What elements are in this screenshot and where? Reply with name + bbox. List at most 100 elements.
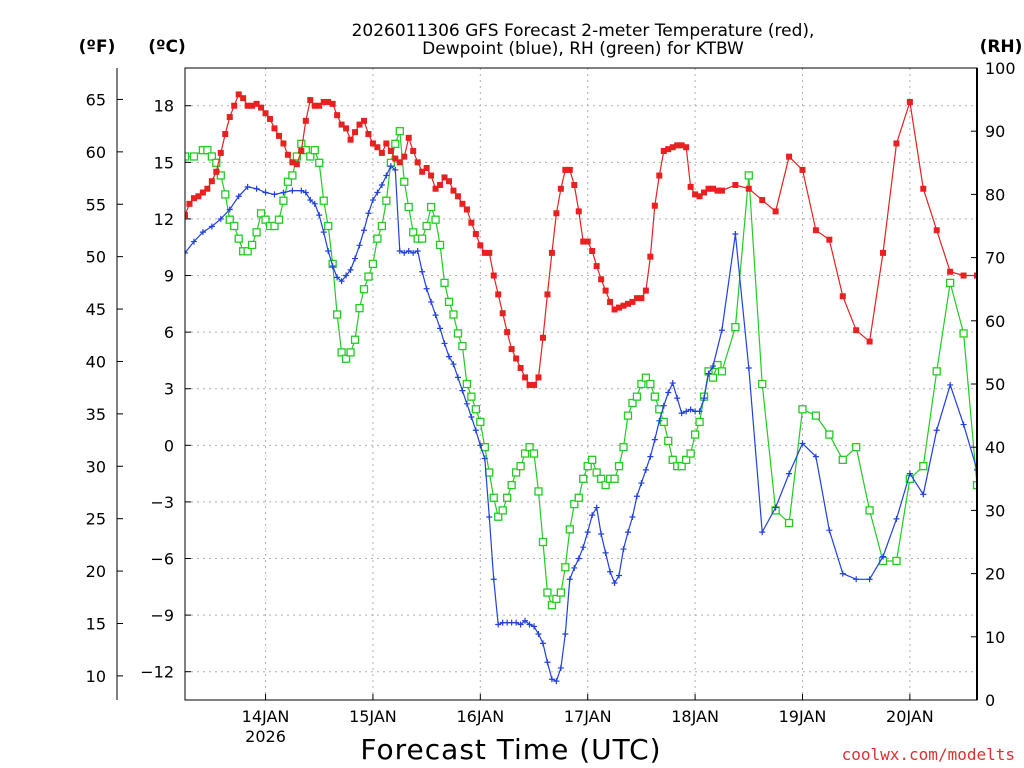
temperature-point xyxy=(249,102,256,109)
rh-point xyxy=(189,152,199,161)
dewpoint-point xyxy=(535,630,542,637)
dewpoint-point xyxy=(423,285,430,292)
temperature-point xyxy=(481,249,488,256)
temperature-point xyxy=(320,98,327,105)
dewpoint-point xyxy=(920,491,927,498)
rh-point xyxy=(221,190,230,199)
temperature-point xyxy=(660,148,667,155)
rh-point xyxy=(364,272,373,281)
celsius-tick-label: 3 xyxy=(164,380,174,399)
fahrenheit-tick-label: 60 xyxy=(86,143,106,162)
fahrenheit-tick-label: 40 xyxy=(86,352,106,371)
temperature-point xyxy=(566,166,573,173)
dewpoint-point xyxy=(947,381,954,388)
dewpoint-point xyxy=(481,455,488,462)
rh-point xyxy=(207,152,216,161)
rh-point xyxy=(637,379,646,389)
rh-point xyxy=(507,480,516,490)
x-tick-label: 18JAN xyxy=(671,707,719,726)
rh-point xyxy=(346,348,355,357)
dewpoint-point xyxy=(683,408,690,415)
rh-point xyxy=(646,379,655,389)
temperature-point xyxy=(289,159,296,166)
rh-point xyxy=(332,310,342,319)
rh-point xyxy=(574,493,583,502)
temperature-point xyxy=(974,272,977,279)
temperature-point xyxy=(651,202,658,209)
temperature-point xyxy=(839,293,846,300)
dewpoint-point xyxy=(289,187,296,194)
dewpoint-point xyxy=(880,553,887,560)
celsius-tick-label: 9 xyxy=(164,267,174,286)
temperature-point xyxy=(933,227,940,234)
rh-point xyxy=(458,341,467,351)
rh-point xyxy=(373,234,382,243)
rh-point xyxy=(565,525,574,534)
rh-point xyxy=(583,462,592,471)
temperature-point xyxy=(446,178,452,185)
rh-point xyxy=(811,411,821,420)
rh-point xyxy=(247,240,257,250)
rh-point xyxy=(355,304,364,313)
rh-point xyxy=(368,259,378,269)
temperature-point xyxy=(383,140,390,147)
dewpoint-point xyxy=(253,185,260,192)
temperature-point xyxy=(513,355,520,362)
rh-point xyxy=(601,480,610,490)
dewpoint-point xyxy=(419,268,426,275)
rh-point xyxy=(377,221,387,231)
rh-point xyxy=(865,506,874,515)
dewpoint-point xyxy=(839,570,846,577)
temperature-point xyxy=(593,263,600,270)
temperature-point xyxy=(454,193,461,200)
celsius-tick-label: 15 xyxy=(154,153,174,172)
celsius-tick-label: −3 xyxy=(150,493,174,512)
rh-point xyxy=(744,171,753,180)
temperature-point xyxy=(535,374,542,381)
rh-point xyxy=(279,196,288,205)
rh-point xyxy=(359,285,369,294)
temperature-point xyxy=(222,131,229,138)
temperature-point xyxy=(580,238,587,245)
fahrenheit-tick-label: 10 xyxy=(86,667,106,686)
rh-point xyxy=(435,240,445,250)
temperature-point xyxy=(611,306,618,313)
temperature-point xyxy=(544,291,551,298)
dewpoint-point xyxy=(432,312,439,319)
rh-tick-label: 90 xyxy=(985,122,1005,141)
rh-point xyxy=(596,474,606,483)
temperature-point xyxy=(302,117,309,124)
temperature-point xyxy=(199,189,206,196)
rh-point xyxy=(932,367,941,376)
temperature-point xyxy=(620,302,627,309)
dewpoint-point xyxy=(396,247,403,254)
dewpoint-point xyxy=(826,527,833,534)
series-dewpoint xyxy=(185,163,977,685)
temperature-point xyxy=(486,249,493,256)
rh-point xyxy=(552,594,561,604)
temperature-point xyxy=(508,346,515,353)
dewpoint-point xyxy=(812,453,819,460)
temperature-point xyxy=(517,364,524,371)
rh-point xyxy=(511,468,521,477)
rh-point xyxy=(288,171,297,180)
temperature-point xyxy=(638,295,645,302)
temperature-point xyxy=(280,140,287,147)
dewpoint-point xyxy=(598,530,605,537)
x-tick-label: 19JAN xyxy=(779,707,827,726)
rh-point xyxy=(520,449,530,458)
rh-point xyxy=(798,405,807,414)
rh-point xyxy=(216,171,225,180)
dewpoint-point xyxy=(620,546,627,553)
temperature-point xyxy=(208,178,215,185)
dewpoint-point xyxy=(522,617,529,624)
temperature-point xyxy=(710,185,716,192)
rh-point xyxy=(426,202,436,212)
dewpoint-point xyxy=(539,640,546,647)
fahrenheit-tick-label: 25 xyxy=(86,510,106,529)
temperature-point xyxy=(267,115,274,122)
temperature-point xyxy=(401,153,408,160)
temperature-point xyxy=(204,185,211,192)
dewpoint-point xyxy=(933,427,940,434)
